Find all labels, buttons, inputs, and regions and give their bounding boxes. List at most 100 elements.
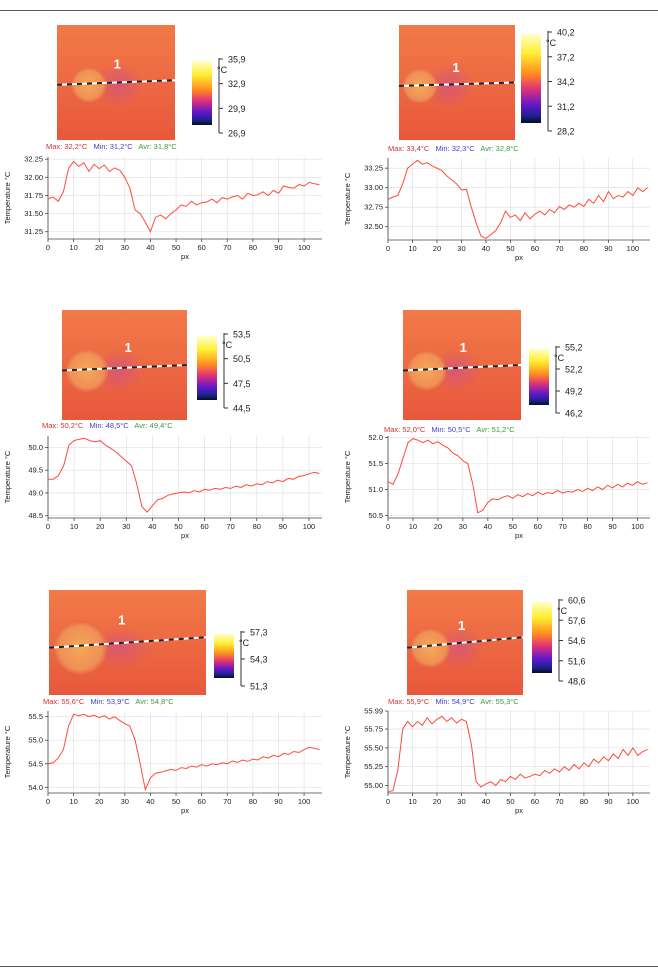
profile-line: [57, 79, 175, 86]
y-tick-label: 31.50: [24, 209, 43, 218]
stats-line: Max: 50,2°C Min: 48,5°C Avr: 49,4°C: [42, 421, 177, 430]
y-tick-label: 31.75: [24, 191, 43, 200]
temperature-scale: °C60,6 57,6 54,6 51,6 48,6: [532, 596, 586, 687]
y-axis-label: Temperature °C: [3, 450, 12, 503]
x-tick-label: 40: [484, 522, 492, 531]
scale-tick-label: 47,5: [233, 379, 251, 389]
x-tick-label: 20: [433, 244, 441, 253]
y-tick-label: 49.0: [28, 488, 43, 497]
max-value: Max: 32,2°C: [46, 142, 88, 151]
profile-line-dash: [49, 636, 206, 649]
x-tick-label: 50: [509, 522, 517, 531]
y-tick-label: 48.5: [28, 511, 43, 520]
x-tick-label: 80: [249, 797, 257, 806]
temperature-scale: °C57,3 54,3 51,3: [214, 628, 268, 692]
x-axis-label: px: [181, 806, 189, 815]
profile-marker-label: 1: [458, 618, 465, 633]
x-tick-label: 40: [146, 797, 154, 806]
x-tick-label: 80: [253, 522, 261, 531]
thermal-image: 1: [49, 590, 206, 695]
thermal-image: 1: [57, 25, 175, 140]
scale-tick-label: 40,2: [557, 28, 575, 38]
x-tick-label: 30: [459, 522, 467, 531]
hot-spot: [410, 628, 450, 668]
max-value: Max: 55,6°C: [43, 697, 85, 706]
scale-tick-label: 57,3: [250, 628, 268, 638]
x-tick-label: 100: [627, 244, 640, 253]
x-tick-label: 70: [555, 797, 563, 806]
y-tick-label: 50.5: [368, 511, 383, 520]
x-tick-label: 80: [580, 797, 588, 806]
top-rule: [0, 10, 658, 11]
x-tick-label: 100: [303, 522, 316, 531]
scale-tick-label: 54,3: [250, 655, 268, 665]
y-tick-label: 51.5: [368, 459, 383, 468]
scale-tick-label: 29,9: [228, 104, 246, 114]
profile-line-dash: [62, 364, 187, 372]
temperature-profile-line: [387, 438, 648, 514]
y-tick-label: 54.5: [28, 759, 43, 768]
y-tick-label: 32.75: [364, 203, 383, 212]
x-tick-label: 60: [197, 797, 205, 806]
cool-shadow: [423, 62, 475, 109]
y-tick-label: 51.0: [368, 485, 383, 494]
scale-tick-label: 54,6: [568, 636, 586, 646]
hot-spot: [406, 350, 447, 391]
temperature-scale: °C55,2 52,2 49,2 46,2: [529, 343, 583, 419]
x-tick-label: 40: [146, 243, 154, 252]
scale-tick-label: 57,6: [568, 616, 586, 626]
profile-marker-label: 1: [125, 340, 132, 355]
x-tick-label: 0: [46, 243, 50, 252]
min-value: Min: 32,3°C: [435, 144, 475, 153]
x-tick-label: 50: [172, 797, 180, 806]
scale-unit-label: °C: [239, 638, 250, 648]
scale-tick-label: 53,5: [233, 330, 251, 340]
x-axis-label: px: [515, 253, 523, 262]
y-tick-label: 32.50: [364, 222, 383, 231]
line-chart: 0 10 20 30 40 50 60 70 80 90 100 48.5 49.0 49.5 50.0 px…: [3, 436, 322, 540]
temperature-profile-line: [387, 159, 648, 239]
max-value: Max: 50,2°C: [42, 421, 84, 430]
x-tick-label: 0: [386, 797, 390, 806]
x-tick-label: 60: [197, 243, 205, 252]
y-tick-label: 55.5: [28, 712, 43, 721]
scale-unit-label: °C: [554, 353, 565, 363]
x-tick-label: 90: [608, 522, 616, 531]
scale-tick-label: 51,6: [568, 656, 586, 666]
avr-value: Avr: 51,2°C: [476, 425, 515, 434]
y-axis-label: Temperature °C: [343, 725, 352, 778]
x-tick-label: 100: [627, 797, 640, 806]
x-tick-label: 20: [433, 797, 441, 806]
scale-tick-label: 49,2: [565, 387, 583, 397]
scale-tick-label: 26,9: [228, 129, 246, 139]
profile-marker-label: 1: [118, 613, 125, 628]
y-tick-label: 49.5: [28, 466, 43, 475]
hot-spot: [65, 349, 109, 392]
x-axis-label: px: [181, 531, 189, 540]
profile-marker-label: 1: [114, 57, 121, 72]
y-tick-label: 52.0: [368, 433, 383, 442]
y-tick-label: 55.00: [364, 781, 383, 790]
y-tick-label: 50.0: [28, 443, 43, 452]
x-tick-label: 50: [506, 797, 514, 806]
scale-tick-label: 55,2: [565, 343, 583, 353]
color-scale-bar: [532, 602, 552, 673]
x-tick-label: 30: [121, 243, 129, 252]
y-tick-label: 55.50: [364, 743, 383, 752]
scale-tick-label: 50,5: [233, 354, 251, 364]
temperature-profile-line: [387, 715, 648, 792]
temperature-scale: °C53,5 50,5 47,5 44,5: [197, 330, 251, 414]
y-axis-label: Temperature °C: [3, 171, 12, 224]
y-tick-label: 55.0: [28, 736, 43, 745]
x-axis-label: px: [515, 806, 523, 815]
scale-tick-label: 52,2: [565, 365, 583, 375]
x-tick-label: 20: [434, 522, 442, 531]
scale-tick-label: 28,2: [557, 127, 575, 137]
max-value: Max: 52,0°C: [384, 425, 426, 434]
avr-value: Avr: 32,8°C: [480, 144, 519, 153]
temperature-profile-line: [47, 713, 320, 792]
y-tick-label: 32.00: [24, 173, 43, 182]
y-tick-label: 33.25: [364, 164, 383, 173]
min-value: Min: 31,2°C: [93, 142, 133, 151]
x-tick-label: 0: [46, 522, 50, 531]
